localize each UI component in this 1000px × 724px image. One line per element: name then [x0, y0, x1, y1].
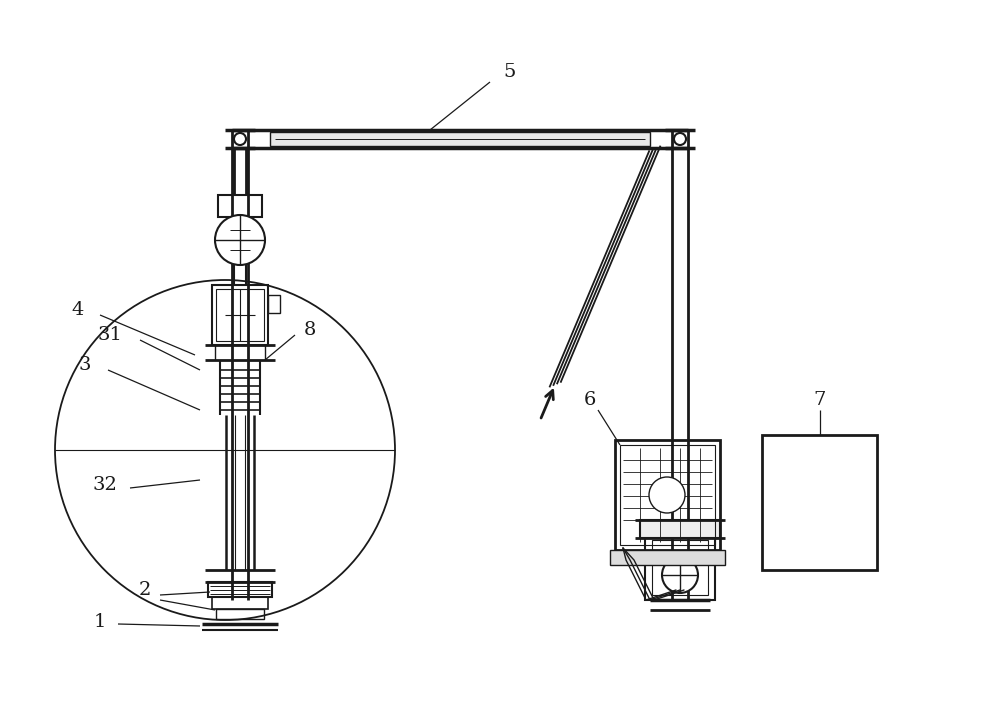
- Text: 7: 7: [814, 391, 826, 409]
- Circle shape: [674, 133, 686, 145]
- Bar: [615, 440, 720, 550]
- Bar: [268, 295, 280, 313]
- Bar: [652, 540, 708, 595]
- Bar: [212, 597, 268, 609]
- Text: 5: 5: [504, 63, 516, 81]
- Bar: [620, 445, 715, 545]
- Text: 4: 4: [72, 301, 84, 319]
- Bar: [270, 132, 650, 146]
- Circle shape: [649, 477, 685, 513]
- Text: 6: 6: [584, 391, 596, 409]
- Bar: [216, 289, 264, 341]
- Text: 31: 31: [98, 326, 122, 344]
- Bar: [762, 435, 877, 570]
- Bar: [208, 582, 272, 597]
- Text: 32: 32: [93, 476, 117, 494]
- Bar: [610, 550, 725, 565]
- Bar: [640, 520, 720, 538]
- Circle shape: [215, 215, 265, 265]
- Text: 8: 8: [304, 321, 316, 339]
- Bar: [218, 195, 262, 217]
- Text: 3: 3: [79, 356, 91, 374]
- Bar: [645, 535, 715, 600]
- Circle shape: [234, 133, 246, 145]
- Text: 2: 2: [139, 581, 151, 599]
- Text: 1: 1: [94, 613, 106, 631]
- Bar: [216, 609, 264, 619]
- Bar: [212, 285, 268, 345]
- Circle shape: [662, 557, 698, 593]
